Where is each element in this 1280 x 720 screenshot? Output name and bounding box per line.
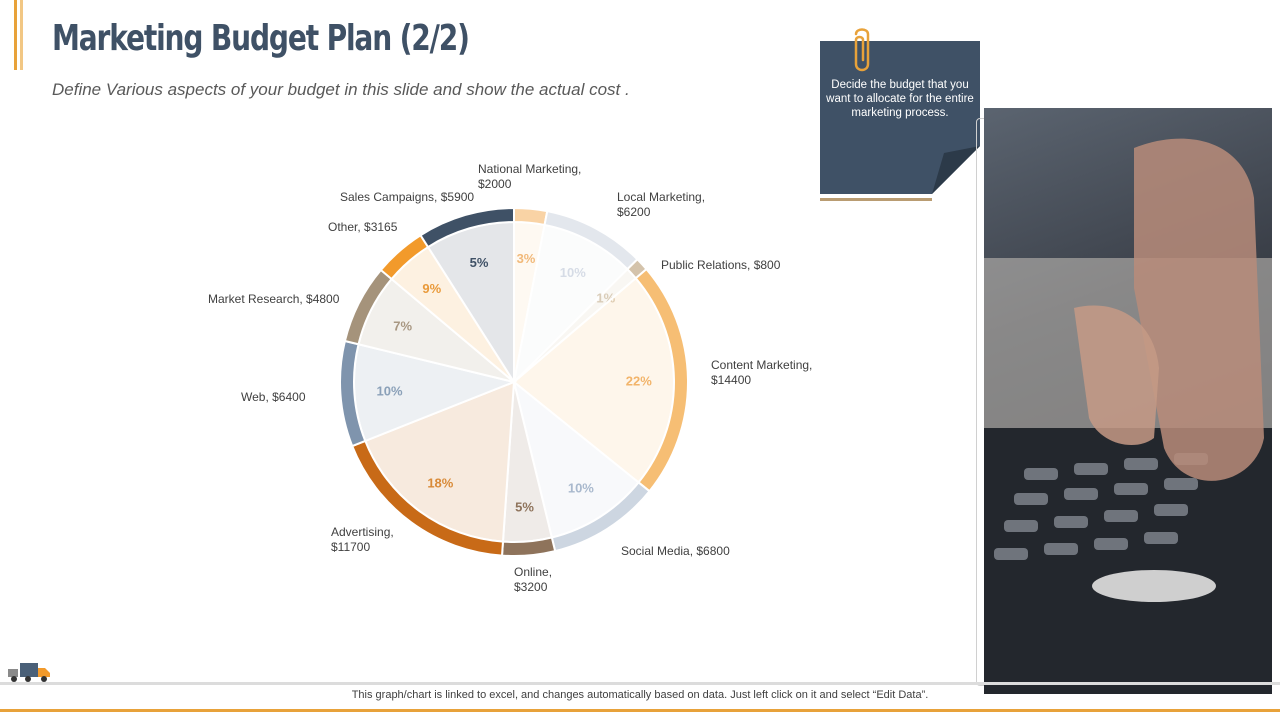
pie-percent-label: 18% [427,476,453,491]
pie-category-name: Web, $6400 [241,390,306,404]
pie-percent-label: 10% [376,384,402,399]
pie-percent-label: 22% [626,373,652,388]
pie-percent-label: 10% [560,265,586,280]
delivery-truck-icon [8,663,50,682]
pie-category-label: Content Marketing, $14400 [711,358,812,388]
pie-category-value: $11700 [331,540,371,554]
pie-slice-ring [419,206,515,249]
page-subtitle: Define Various aspects of your budget in… [52,80,630,99]
pie-category-name: Sales Campaigns, $5900 [340,190,475,204]
pie-category-value: $14400 [711,373,752,387]
pie-category-label: Sales Campaigns, $5900 [340,190,474,205]
pie-slice[interactable]: 5% [419,206,515,386]
pie-percent-label: 10% [568,480,594,495]
pie-category-value: $3200 [514,580,548,594]
pie-percent-label: 9% [422,281,441,296]
pie-slice[interactable]: 5% [500,381,557,557]
pie-percent-label: 5% [470,255,489,270]
bottom-accent-bar [0,709,1280,712]
note-card [820,41,980,194]
pie-percent-label: 3% [517,251,536,266]
pie-category-label: Advertising, $11700 [331,525,394,555]
pie-category-name: Content Marketing, [711,358,813,372]
pie-slice-ring [513,206,549,227]
pie-slice[interactable]: 10% [512,210,639,386]
title-accent-bar-light [20,0,23,70]
pie-category-label: Other, $3165 [328,220,397,235]
pie-category-name: Online, [514,565,553,579]
pie-category-name: National Marketing, [478,162,582,176]
footer-note: This graph/chart is linked to excel, and… [351,689,929,701]
note-text: Decide the budget that you want to alloc… [826,79,974,119]
pie-percent-label: 5% [515,499,534,514]
pie-category-name: Public Relations, $800 [661,258,781,272]
pie-category-name: Market Research, $4800 [208,292,340,306]
pie-category-label: Market Research, $4800 [208,292,339,307]
pie-category-name: Social Media, $6800 [621,544,730,558]
pie-category-value: $6200 [617,205,651,219]
pie-slice[interactable]: 10% [339,339,518,448]
pie-category-value: $2000 [478,177,512,191]
note-underline [820,198,932,201]
pie-percent-label: 1% [596,290,615,305]
pie-category-name: Advertising, [331,525,394,539]
pie-category-label: Web, $6400 [241,390,306,405]
title-accent-bar [14,0,17,70]
pie-category-label: Local Marketing, $6200 [617,190,705,220]
pie-category-label: Online, $3200 [514,565,552,595]
page-title: Marketing Budget Plan (2/2) [52,18,470,59]
footer-divider [0,682,1280,685]
calculator-photo [984,108,1272,694]
pie-slice[interactable]: 10% [512,379,651,553]
pie-category-label: Social Media, $6800 [621,544,730,559]
paperclip-icon [854,28,870,72]
pie-category-label: Public Relations, $800 [661,258,780,273]
pie-category-name: Local Marketing, [617,190,706,204]
pie-category-label: National Marketing, $2000 [478,162,581,192]
pie-category-name: Other, $3165 [328,220,398,234]
pie-percent-label: 7% [393,319,412,334]
